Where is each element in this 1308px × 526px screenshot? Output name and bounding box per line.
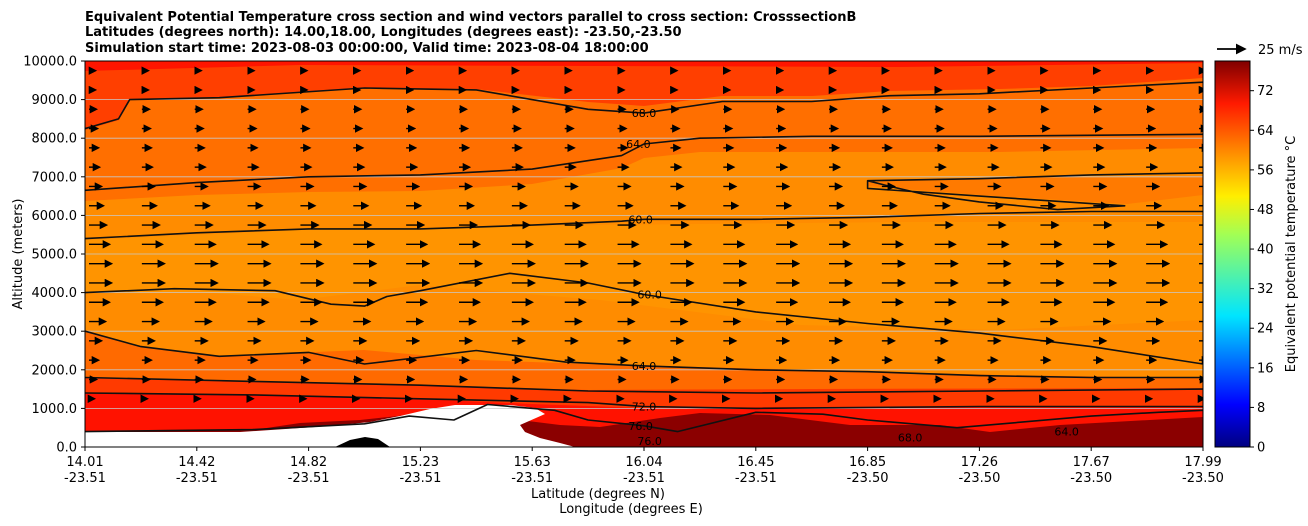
chart-title-line-3: Simulation start time: 2023-08-03 00:00:…	[85, 41, 649, 56]
colorbar	[1214, 60, 1251, 448]
fill-band-64-pocket	[868, 176, 1203, 204]
x-tick-label-lat: 16.45	[737, 455, 774, 470]
x-tick-label-lon: -23.50	[1182, 471, 1224, 486]
colorbar-tick-label: 48	[1257, 203, 1274, 218]
wind-key-label: 25 m/s	[1258, 43, 1303, 58]
x-tick-label-lon: -23.51	[64, 471, 106, 486]
contour-label: 64.0	[632, 360, 657, 373]
x-tick-label-lon: -23.51	[735, 471, 777, 486]
contour-label: 60.0	[628, 213, 653, 226]
x-tick-label-lon: -23.51	[176, 471, 218, 486]
contour-labels: 68.0 64.0 60.0 60.0 64.0 72.0 76.0 76.0 68.0 64.0	[626, 107, 1079, 448]
x-tick-label-lat: 14.01	[66, 455, 103, 470]
contour-label: 68.0	[632, 107, 657, 120]
colorbar-tick-label: 24	[1257, 322, 1274, 337]
x-tick-label-lat: 14.82	[290, 455, 327, 470]
colorbar-ticks: 0 8 16 24 32 40 48 56 64 72	[1250, 84, 1274, 456]
colorbar-gradient	[1215, 61, 1250, 447]
colorbar-tick-label: 40	[1257, 243, 1274, 258]
contour-line-76	[85, 403, 1203, 433]
y-tick-label: 1000.0	[32, 402, 78, 417]
y-tick-label: 3000.0	[32, 325, 78, 340]
x-tick-label-lat: 15.23	[402, 455, 439, 470]
y-tick-label: 8000.0	[32, 132, 78, 147]
x-tick-label-lon: -23.50	[958, 471, 1000, 486]
colorbar-tick-label: 8	[1257, 401, 1265, 416]
x-tick-label-lon: -23.51	[288, 471, 330, 486]
colorbar-label: Equivalent potential temperature °C	[1284, 136, 1299, 372]
contour-label: 72.0	[632, 400, 657, 413]
contour-lines	[85, 81, 1203, 433]
contour-label: 68.0	[898, 431, 923, 444]
y-tick-label: 7000.0	[32, 170, 78, 185]
y-tick-label: 0.0	[56, 441, 77, 456]
chart-title-line-1: Equivalent Potential Temperature cross s…	[85, 10, 856, 25]
contour-line-60	[85, 210, 1203, 240]
x-tick-label-lon: -23.51	[511, 471, 553, 486]
y-tick-label: 2000.0	[32, 363, 78, 378]
y-axis-ticks: 0.0 1000.0 2000.0 3000.0 4000.0 5000.0 6000.0 7…	[23, 55, 85, 456]
y-tick-label: 9000.0	[32, 93, 78, 108]
colorbar-frame	[1214, 60, 1251, 448]
x-tick-label-lon: -23.51	[399, 471, 441, 486]
y-tick-label: 4000.0	[32, 286, 78, 301]
contour-label: 64.0	[626, 138, 651, 151]
x-tick-label-lon: -23.51	[623, 471, 665, 486]
colorbar-tick-label: 32	[1257, 282, 1274, 297]
x-tick-label-lat: 15.63	[514, 455, 551, 470]
x-tick-label-lat: 14.42	[178, 455, 215, 470]
y-tick-label: 10000.0	[23, 55, 77, 70]
colorbar-tick-label: 72	[1257, 84, 1274, 99]
y-tick-label: 5000.0	[32, 248, 78, 263]
colorbar-tick-label: 56	[1257, 163, 1274, 178]
contour-line-60	[85, 272, 1203, 365]
y-axis-label: Altitude (meters)	[11, 199, 26, 310]
contour-line-72	[85, 392, 1203, 410]
x-tick-label-lat: 16.85	[849, 455, 886, 470]
x-tick-label-lat: 17.67	[1073, 455, 1110, 470]
contour-line-68	[85, 81, 1203, 130]
x-tick-label-lat: 16.04	[625, 455, 662, 470]
x-tick-label-lon: -23.50	[1070, 471, 1112, 486]
x-tick-label-lon: -23.50	[847, 471, 889, 486]
colorbar-tick-label: 0	[1257, 441, 1265, 456]
fill-band-72-upper	[85, 61, 1203, 71]
fill-band-68-upper	[85, 61, 1203, 130]
chart-title-line-2: Latitudes (degrees north): 14.00,18.00, …	[85, 25, 682, 40]
x-axis-ticks: 14.01-23.5114.42-23.5114.82-23.5115.23-2…	[64, 447, 1224, 486]
x-tick-label-lat: 17.26	[961, 455, 998, 470]
fill-band-58-mid	[85, 222, 1203, 330]
x-axis-label-longitude: Longitude (degrees E)	[559, 502, 703, 517]
grid-lines	[85, 99, 1203, 409]
contour-line-64	[85, 133, 1203, 192]
y-tick-label: 6000.0	[32, 209, 78, 224]
contour-label: 76.0	[637, 435, 662, 448]
wind-vectors	[87, 66, 1203, 403]
terrain-peak	[335, 437, 390, 447]
filled-contours	[85, 61, 1203, 447]
colorbar-tick-label: 16	[1257, 361, 1274, 376]
contour-label: 76.0	[628, 420, 653, 433]
x-tick-label-lat: 17.99	[1184, 455, 1221, 470]
colorbar-tick-label: 64	[1257, 124, 1274, 139]
contour-line-64	[866, 172, 1203, 211]
x-axis-label-latitude: Latitude (degrees N)	[531, 487, 665, 502]
contour-line-64	[85, 330, 1203, 379]
contour-label: 60.0	[637, 289, 662, 302]
contour-label: 64.0	[1054, 426, 1079, 439]
